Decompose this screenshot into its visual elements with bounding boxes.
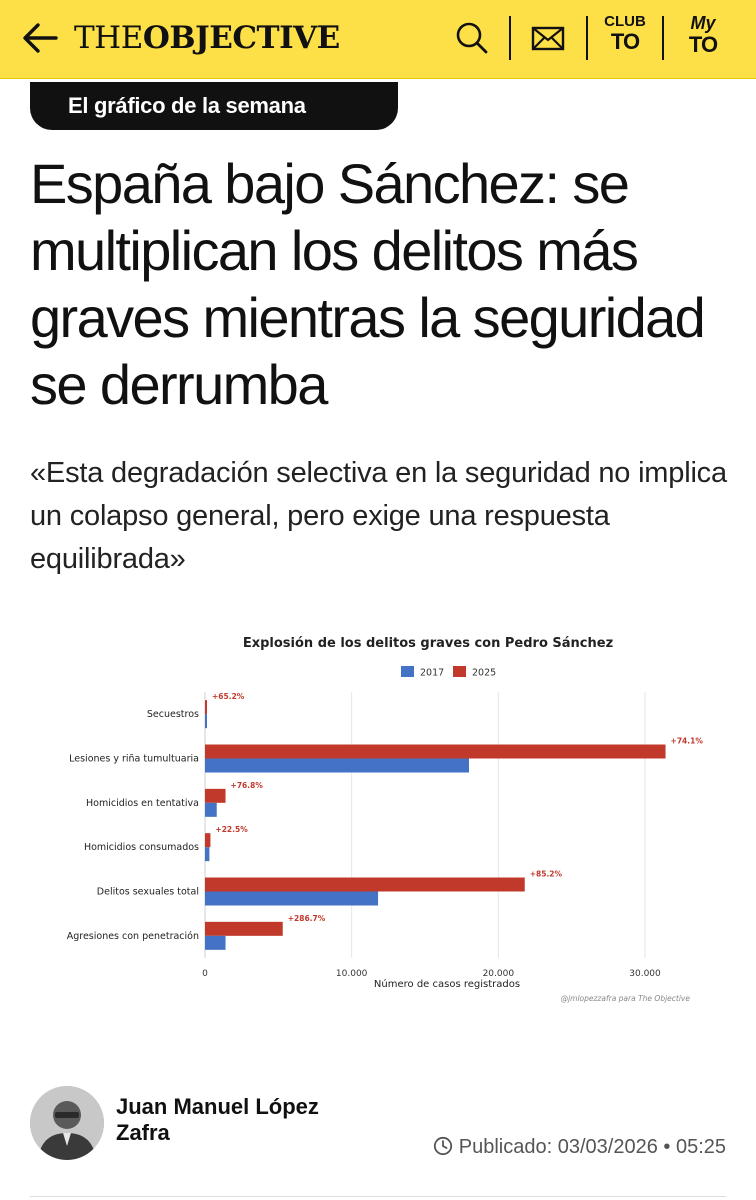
chart-credit: @jmlopezzafra para The Objective [561, 994, 691, 1003]
my-to-line1: My [690, 13, 716, 33]
author-photo-icon [30, 1086, 104, 1160]
search-icon [456, 22, 488, 54]
search-button[interactable] [452, 18, 492, 58]
club-to-line2: TO [610, 29, 640, 54]
chart-bars: +65.2% +74.1% +76.8% +22.5% +85.2% +286.7% [205, 692, 703, 950]
chart-legend: 2017 2025 [401, 666, 496, 679]
header-divider [586, 16, 588, 60]
category-label: Homicidios en tentativa [86, 798, 199, 809]
bar-annotation: +85.2% [530, 870, 563, 879]
legend-label-2017: 2017 [420, 668, 444, 679]
category-label: Homicidios consumados [84, 842, 199, 853]
header-divider [662, 16, 664, 60]
bar-2017 [205, 935, 226, 950]
publish-date: Publicado: 03/03/2026 • 05:25 [433, 1136, 726, 1159]
back-button[interactable] [18, 18, 62, 58]
bar-annotation: +286.7% [288, 914, 326, 923]
my-to-line2: TO [688, 32, 718, 57]
my-to-button[interactable]: My TO [680, 14, 726, 62]
bar-2017 [205, 758, 469, 773]
bar-annotation: +22.5% [215, 825, 248, 834]
legend-swatch-2017 [401, 666, 414, 677]
top-bar: THEOBJECTIVE CLUB TO My TO [0, 0, 756, 79]
publish-date-text: Publicado: 03/03/2026 • 05:25 [458, 1136, 726, 1158]
club-to-line1: CLUB [604, 13, 646, 30]
bar-2025 [205, 833, 211, 848]
article-title: España bajo Sánchez: se multiplican los … [30, 152, 706, 416]
chart-grid [204, 692, 646, 958]
x-tick-label: 30.000 [629, 969, 661, 979]
club-to-button[interactable]: CLUB TO [602, 14, 648, 62]
bar-2017 [205, 891, 379, 906]
x-tick-label: 10.000 [336, 969, 368, 979]
bar-2017 [205, 802, 217, 817]
category-label: Lesiones y riña tumultuaria [69, 754, 199, 765]
logo-part-the: THE [74, 20, 143, 56]
author-name[interactable]: Juan Manuel López Zafra [116, 1094, 319, 1145]
back-arrow-icon [23, 23, 58, 53]
bar-2025 [205, 744, 666, 759]
bar-annotation: +65.2% [212, 692, 245, 701]
bar-annotation: +76.8% [231, 781, 264, 790]
logo-part-objective: OBJECTIVE [142, 20, 340, 56]
mail-icon [531, 26, 565, 51]
category-label: Secuestros [147, 709, 199, 720]
chart-tick-labels: 0 10.000 20.000 30.000 [202, 969, 661, 979]
category-label: Agresiones con penetración [67, 931, 199, 942]
clock-icon [433, 1136, 452, 1156]
site-logo[interactable]: THEOBJECTIVE [74, 20, 340, 56]
bar-annotation: +74.1% [671, 737, 704, 746]
bar-2017 [205, 714, 207, 729]
mail-button[interactable] [528, 18, 568, 58]
bar-2025 [205, 788, 226, 803]
bar-chart: Explosión de los delitos graves con Pedr… [67, 636, 704, 1003]
legend-swatch-2025 [453, 666, 466, 677]
article-subtitle: «Esta degradación selectiva en la seguri… [30, 457, 727, 575]
bar-2025 [205, 921, 283, 936]
legend-label-2025: 2025 [472, 668, 496, 679]
section-tag[interactable]: El gráfico de la semana [30, 82, 398, 130]
bar-2025 [205, 700, 207, 715]
author-avatar[interactable] [30, 1086, 104, 1160]
x-tick-label: 20.000 [483, 969, 515, 979]
bar-2025 [205, 877, 525, 892]
category-label: Delitos sexuales total [97, 887, 199, 898]
x-tick-label: 0 [202, 969, 208, 979]
chart-category-labels: Secuestros Lesiones y riña tumultuaria Hom… [67, 709, 199, 942]
chart-x-axis-label: Número de casos registrados [374, 978, 520, 990]
header-divider [509, 16, 511, 60]
chart-title: Explosión de los delitos graves con Pedr… [243, 636, 613, 651]
bar-2017 [205, 847, 210, 862]
divider [30, 1196, 726, 1197]
